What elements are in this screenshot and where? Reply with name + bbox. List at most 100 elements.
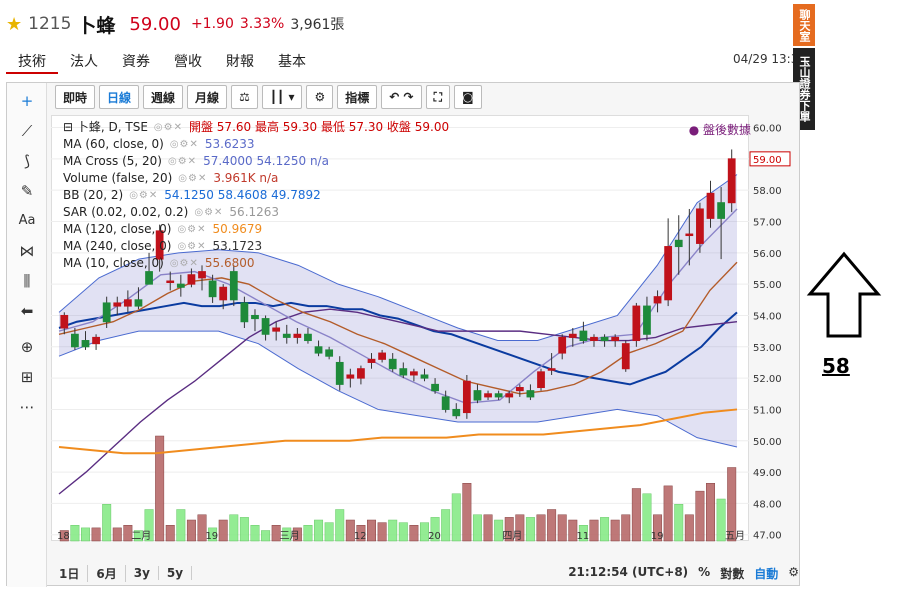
- more-icon[interactable]: ⋯: [19, 398, 35, 416]
- volume-bar: [494, 519, 504, 542]
- legend-row: Volume (false, 20) ◎⚙✕ 3.961K n/a: [63, 170, 449, 187]
- candle-body: [590, 336, 598, 342]
- range-1d[interactable]: 1日: [51, 564, 89, 582]
- legend-controls-icon[interactable]: ◎⚙✕: [129, 190, 159, 201]
- tab-technical[interactable]: 技術: [6, 48, 58, 74]
- legend-name[interactable]: MA Cross (5, 20): [63, 154, 162, 168]
- legend-controls-icon[interactable]: ◎⚙✕: [177, 241, 207, 252]
- legend-controls-icon[interactable]: ◎⚙✕: [153, 122, 183, 133]
- volume-text: 3,961張: [290, 17, 345, 33]
- volume-bar: [674, 504, 684, 542]
- interval-weekly-button[interactable]: 週線: [143, 85, 184, 109]
- candle-body: [717, 202, 725, 219]
- legend-name[interactable]: ⊟ 卜蜂, D, TSE: [63, 120, 148, 134]
- price-chart[interactable]: 47.00 48.00 49.00 50.00 51.00 52.00 53.00 54.00…: [51, 115, 799, 545]
- candle-body: [346, 374, 355, 379]
- auto-scale-toggle[interactable]: 自動: [754, 567, 779, 581]
- camera-icon[interactable]: ◙: [453, 85, 482, 109]
- legend-name[interactable]: MA (120, close, 0): [63, 222, 172, 236]
- tab-institutional[interactable]: 法人: [70, 54, 98, 70]
- tab-basic[interactable]: 基本: [278, 54, 306, 70]
- legend-controls-icon[interactable]: ◎⚙✕: [177, 224, 207, 235]
- x-tick-label: 20: [428, 531, 441, 542]
- measure-icon[interactable]: ⫼: [23, 272, 31, 290]
- legend-row: MA (240, close, 0) ◎⚙✕ 53.1723: [63, 238, 449, 255]
- indicator-line: [58, 208, 738, 404]
- ruler-icon[interactable]: ⊞: [20, 368, 34, 386]
- volume-bar: [282, 527, 292, 542]
- y-tick-label: 60.00: [753, 124, 782, 135]
- price-change-pct: 3.33%: [239, 16, 285, 32]
- legend-controls-icon[interactable]: ◎⚙✕: [169, 258, 199, 269]
- trend-line-icon[interactable]: ⟋: [21, 122, 33, 140]
- candle-body: [558, 336, 567, 354]
- volume-bar: [144, 509, 154, 542]
- range-bar: 1日 6月 3y 5y 21:12:54 (UTC+8) % 對數 自動 ⚙: [51, 563, 799, 583]
- volume-bar: [600, 517, 610, 542]
- percent-toggle[interactable]: %: [698, 565, 711, 579]
- volume-bar: [208, 527, 218, 542]
- scale-icon[interactable]: ⚖: [231, 85, 258, 109]
- fullscreen-icon[interactable]: ⛶: [425, 85, 450, 109]
- fib-icon[interactable]: ⟆: [24, 152, 30, 170]
- interval-daily-button[interactable]: 日線: [99, 85, 140, 109]
- legend-name[interactable]: MA (10, close, 0): [63, 256, 164, 270]
- star-icon[interactable]: ★: [6, 13, 23, 35]
- settings-small-icon[interactable]: ⚙: [788, 565, 799, 579]
- undo-redo-icon[interactable]: ↶ ↷: [381, 85, 422, 109]
- volume-bar: [642, 493, 652, 542]
- indicator-line: [58, 301, 738, 386]
- interval-realtime-button[interactable]: 即時: [55, 85, 96, 109]
- zoom-icon[interactable]: ⊕: [20, 338, 34, 356]
- last-price-tag: [749, 151, 791, 167]
- text-icon[interactable]: Aa: [18, 213, 36, 228]
- tab-margin[interactable]: 資券: [122, 54, 150, 70]
- volume-bar: [218, 519, 228, 542]
- candle-body: [643, 305, 651, 335]
- legend-controls-icon[interactable]: ◎⚙✕: [167, 156, 198, 167]
- volume-bar: [377, 522, 387, 542]
- range-6m[interactable]: 6月: [88, 564, 126, 582]
- candle-body: [727, 158, 736, 204]
- y-tick-label: 52.00: [753, 374, 782, 385]
- legend-controls-icon[interactable]: ◎⚙✕: [169, 139, 199, 150]
- volume-bar: [441, 509, 451, 542]
- legend-values: 3.961K n/a: [213, 171, 279, 185]
- tab-revenue[interactable]: 營收: [174, 54, 202, 70]
- volume-bar: [261, 530, 271, 542]
- legend-name[interactable]: BB (20, 2): [63, 188, 124, 202]
- candle-body: [123, 299, 132, 307]
- legend-name[interactable]: MA (240, close, 0): [63, 239, 172, 253]
- log-toggle[interactable]: 對數: [720, 567, 745, 581]
- candle-body: [388, 358, 397, 370]
- crosshair-icon[interactable]: +: [20, 92, 34, 110]
- indicators-button[interactable]: 指標: [337, 85, 378, 109]
- after-hours-label: ● 盤後數據: [688, 123, 751, 137]
- settings-gear-icon[interactable]: ⚙: [306, 85, 334, 109]
- legend-values: 54.1250 58.4608 49.7892: [164, 188, 321, 202]
- legend-controls-icon[interactable]: ◎⚙✕: [178, 173, 208, 184]
- legend-controls-icon[interactable]: ◎⚙✕: [194, 207, 224, 218]
- legend-name[interactable]: SAR (0.02, 0.02, 0.2): [63, 205, 189, 219]
- brush-icon[interactable]: ✎: [20, 182, 34, 200]
- range-3y[interactable]: 3y: [126, 566, 159, 580]
- y-tick-label: 53.00: [753, 343, 782, 354]
- arrow-left-icon[interactable]: ⬅: [20, 302, 34, 320]
- legend-name[interactable]: Volume (false, 20): [63, 171, 173, 185]
- range-5y[interactable]: 5y: [159, 566, 193, 580]
- legend-name[interactable]: MA (60, close, 0): [63, 137, 164, 151]
- tab-financials[interactable]: 財報: [226, 54, 254, 70]
- pattern-icon[interactable]: ⋈: [19, 242, 35, 260]
- interval-monthly-button[interactable]: 月線: [187, 85, 228, 109]
- legend-row: MA (60, close, 0) ◎⚙✕ 53.6233: [63, 136, 449, 153]
- bollinger-lower-line: [58, 330, 738, 448]
- volume-bar: [557, 514, 567, 542]
- candle-style-icon[interactable]: ┃┃ ▾: [261, 85, 303, 109]
- volume-bar: [112, 527, 122, 542]
- y-tick-label: 57.00: [753, 218, 782, 229]
- chat-room-tab[interactable]: 聊天室: [793, 4, 815, 46]
- candle-body: [282, 333, 291, 338]
- broker-order-tab[interactable]: 玉山證券下單: [793, 48, 815, 130]
- candle-body: [187, 274, 196, 285]
- x-tick-label: 11: [577, 531, 590, 542]
